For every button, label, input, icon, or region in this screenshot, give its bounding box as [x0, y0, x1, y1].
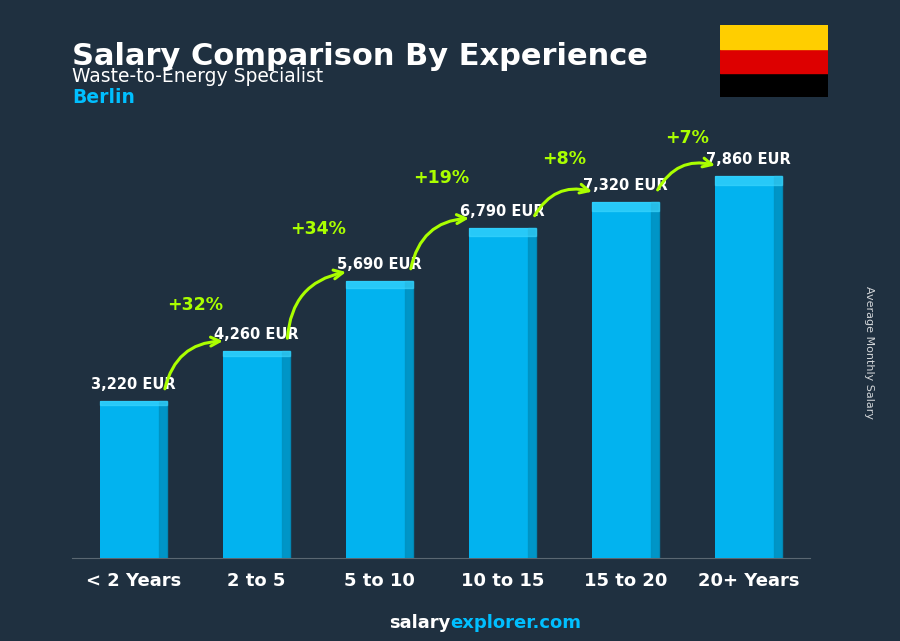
- Bar: [720, 25, 828, 49]
- Text: +32%: +32%: [167, 296, 223, 314]
- Text: Waste-to-Energy Specialist: Waste-to-Energy Specialist: [72, 67, 323, 87]
- Bar: [222, 351, 291, 558]
- Bar: [715, 176, 782, 185]
- Bar: [283, 351, 291, 558]
- Text: +8%: +8%: [542, 150, 586, 168]
- Text: Berlin: Berlin: [72, 88, 135, 108]
- Text: 5,690 EUR: 5,690 EUR: [338, 258, 422, 272]
- Text: +7%: +7%: [665, 129, 709, 147]
- Bar: [159, 401, 167, 558]
- Text: Salary Comparison By Experience: Salary Comparison By Experience: [72, 42, 648, 71]
- Bar: [528, 228, 536, 558]
- Text: +19%: +19%: [413, 169, 469, 187]
- Bar: [591, 202, 660, 211]
- Text: 7,860 EUR: 7,860 EUR: [706, 152, 791, 167]
- Bar: [774, 176, 782, 558]
- Text: 4,260 EUR: 4,260 EUR: [214, 327, 299, 342]
- Bar: [346, 281, 413, 288]
- Bar: [720, 73, 828, 97]
- Text: Average Monthly Salary: Average Monthly Salary: [863, 286, 874, 419]
- Bar: [652, 202, 660, 558]
- Text: 3,220 EUR: 3,220 EUR: [91, 378, 176, 392]
- Bar: [405, 281, 413, 558]
- Bar: [591, 202, 660, 558]
- Bar: [469, 228, 536, 558]
- Bar: [222, 351, 291, 356]
- Bar: [720, 49, 828, 73]
- Text: explorer.com: explorer.com: [450, 614, 581, 632]
- Text: 6,790 EUR: 6,790 EUR: [460, 204, 544, 219]
- Bar: [469, 228, 536, 236]
- Bar: [715, 176, 782, 558]
- Bar: [100, 401, 167, 405]
- Text: +34%: +34%: [290, 219, 346, 238]
- Text: salary: salary: [389, 614, 450, 632]
- Text: 7,320 EUR: 7,320 EUR: [583, 178, 668, 194]
- Bar: [346, 281, 413, 558]
- Bar: [100, 401, 167, 558]
